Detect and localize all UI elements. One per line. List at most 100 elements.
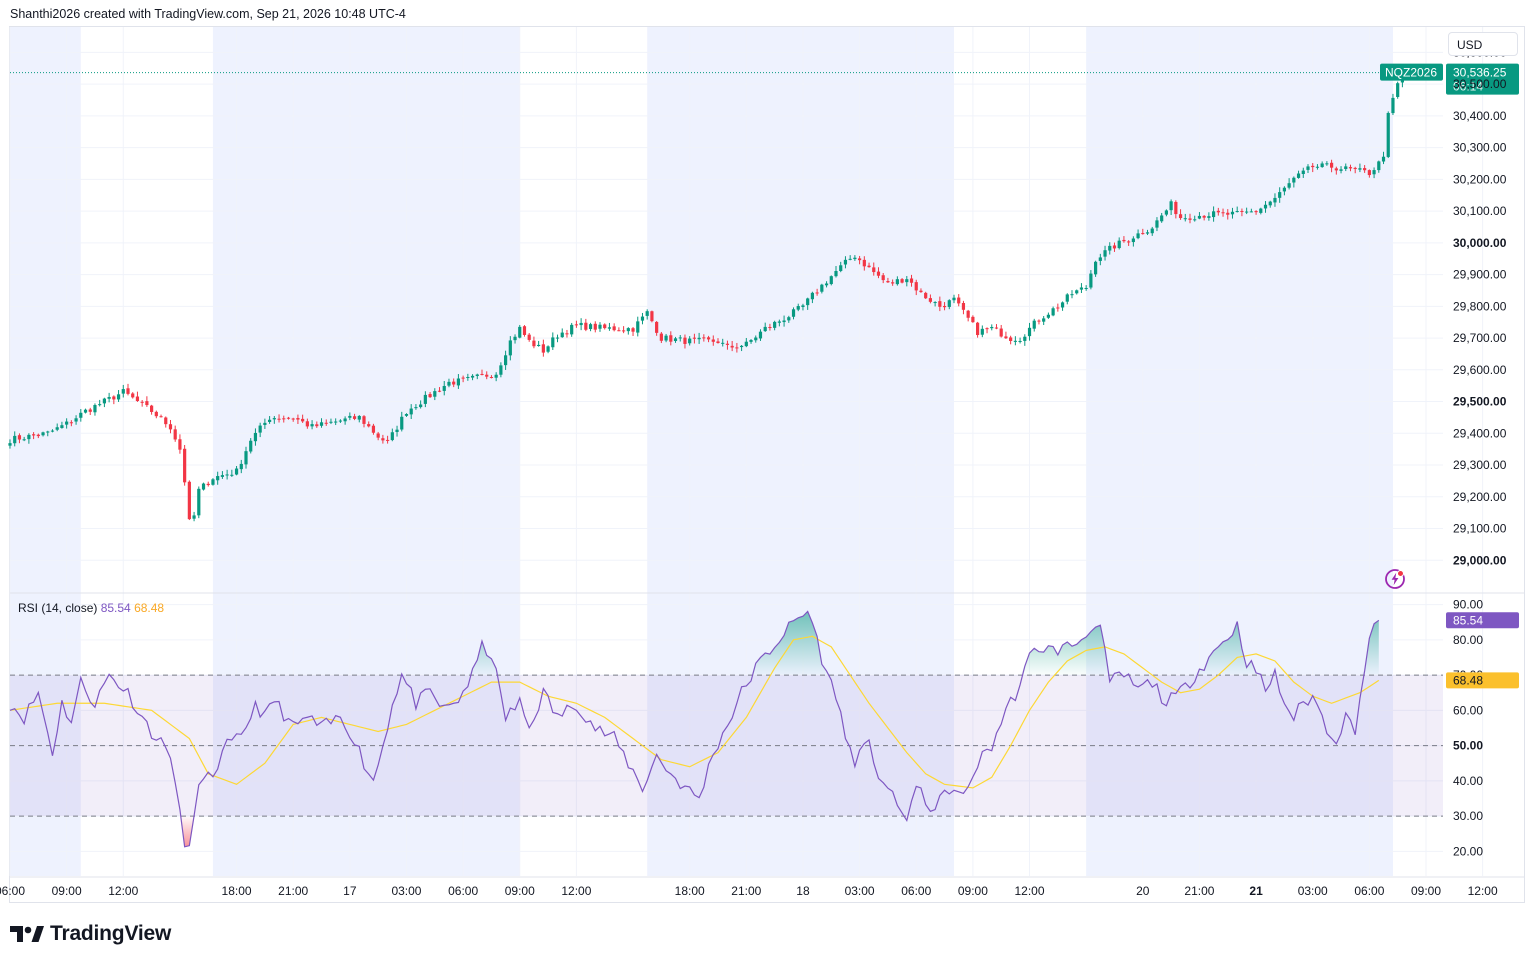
candle-116: [555, 334, 560, 343]
candle-246: [1169, 199, 1173, 216]
candle-132: [631, 327, 635, 337]
candle-body: [1202, 215, 1206, 218]
candle-285: [1353, 166, 1357, 174]
candle-234: [1112, 242, 1117, 252]
candle-body: [994, 327, 999, 329]
candle-170: [810, 291, 814, 304]
candle-body: [1230, 211, 1235, 215]
candle-249: [1183, 213, 1187, 222]
candle-body: [1089, 273, 1093, 288]
candle-279: [1325, 161, 1329, 166]
candle-198: [942, 302, 947, 311]
candle-body: [475, 374, 479, 376]
candle-body: [1131, 238, 1135, 243]
candle-256: [1216, 207, 1220, 216]
tradingview-logo[interactable]: TradingView: [10, 922, 171, 946]
lightning-alert-icon[interactable]: [1384, 568, 1406, 590]
candle-201: [957, 294, 961, 307]
candle-body: [664, 335, 668, 341]
candle-body: [13, 435, 17, 444]
candle-64: [310, 420, 314, 430]
candle-body: [758, 331, 763, 339]
candle-body: [150, 405, 154, 412]
candle-276: [1311, 163, 1315, 173]
candle-body: [607, 327, 612, 329]
candle-70: [338, 419, 342, 423]
candle-172: [820, 283, 824, 294]
candle-body: [461, 377, 465, 379]
candle-body: [673, 338, 678, 342]
rsi-legend-value: 85.54: [101, 601, 134, 615]
candle-266: [1263, 201, 1268, 213]
candle-body: [1169, 201, 1173, 211]
candle-body: [27, 434, 31, 440]
candle-206: [980, 325, 984, 338]
candle-111: [532, 336, 536, 349]
time-tick-label-19: 21: [1249, 884, 1263, 898]
candle-278: [1320, 161, 1324, 168]
candle-body: [145, 401, 149, 406]
candle-82: [395, 425, 399, 437]
candle-body: [1037, 320, 1041, 322]
price-tick-label-5: 29,500.00: [1453, 395, 1507, 409]
candle-body: [466, 377, 470, 379]
candle-127: [607, 322, 612, 331]
candle-body: [1046, 314, 1050, 318]
time-tick-label-1: 09:00: [52, 884, 82, 898]
candle-body: [853, 257, 857, 260]
candle-body: [527, 334, 531, 340]
candle-body: [230, 474, 234, 476]
candle-body: [1216, 210, 1220, 213]
candle-body: [1381, 156, 1386, 162]
candle-81: [390, 428, 394, 442]
candle-body: [178, 439, 182, 450]
candle-146: [697, 332, 701, 344]
candle-260: [1235, 206, 1239, 213]
candle-196: [933, 301, 937, 307]
candle-body: [1396, 83, 1400, 97]
brand-wordmark: TradingView: [50, 922, 172, 945]
price-tick-label-6: 29,600.00: [1453, 363, 1507, 377]
candle-26: [131, 392, 135, 399]
candle-body: [716, 341, 720, 343]
candle-body: [329, 421, 333, 423]
candle-160: [763, 322, 767, 332]
candle-219: [1042, 316, 1046, 326]
candle-88: [423, 391, 427, 408]
candle-body: [65, 421, 69, 425]
candle-240: [1141, 228, 1145, 235]
candle-body: [116, 394, 121, 400]
candle-body: [570, 324, 574, 335]
candle-180: [858, 255, 862, 265]
candle-191: [909, 274, 914, 287]
candle-body: [470, 375, 475, 378]
candle-182: [867, 262, 871, 268]
candle-body: [192, 515, 196, 519]
candle-262: [1245, 207, 1249, 215]
candle-261: [1240, 208, 1244, 217]
candle-181: [862, 256, 866, 271]
candle-body: [938, 301, 942, 307]
currency-selector[interactable]: USD: [1448, 32, 1518, 56]
candle-body: [711, 339, 715, 342]
candle-283: [1344, 163, 1348, 172]
candle-body: [824, 283, 829, 286]
candle-body: [891, 282, 895, 284]
candle-body: [216, 476, 220, 481]
candle-body: [494, 374, 498, 378]
candle-137: [655, 321, 659, 336]
session-band-1: [212, 27, 520, 876]
candle-body: [777, 321, 781, 323]
candle-body: [239, 463, 243, 470]
candle-body: [1358, 168, 1362, 170]
candle-3: [22, 436, 26, 442]
candle-body: [787, 317, 791, 321]
candle-body: [513, 336, 517, 341]
candle-body: [1160, 215, 1164, 222]
candle-body: [324, 422, 328, 424]
candle-body: [1060, 302, 1065, 308]
candle-74: [357, 415, 361, 423]
candle-body: [211, 479, 215, 485]
candle-121: [579, 318, 583, 331]
